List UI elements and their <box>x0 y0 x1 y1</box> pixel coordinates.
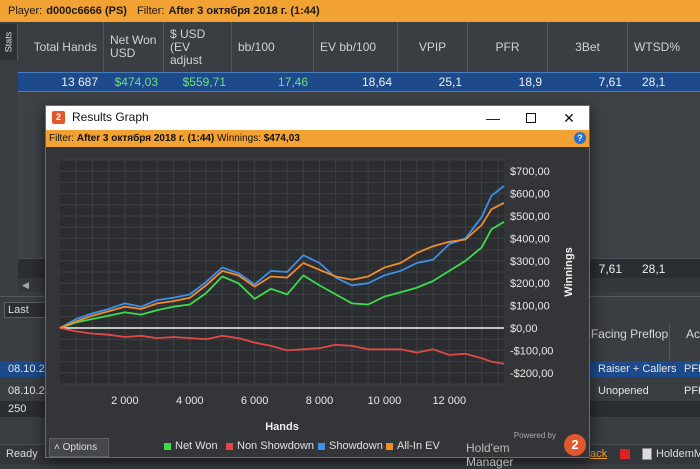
dialog-winnings-label: Winnings: <box>217 133 261 144</box>
vpip-value: 25,1 <box>438 75 462 89</box>
minimize-icon[interactable]: — <box>486 110 500 126</box>
col-header-total-hands[interactable]: Total Hands <box>18 22 104 72</box>
hm2-logo-icon: 2 <box>52 111 65 124</box>
hand-facing: Raiser + Callers <box>598 363 677 375</box>
options-button[interactable]: ˄ Options <box>49 438 109 457</box>
y-tick-label: -$200,00 <box>510 368 553 380</box>
stats-header-row: Total Hands Net Won USD $ USD (EV adjust… <box>18 22 700 72</box>
dialog-winnings-value: $474,03 <box>263 133 300 144</box>
dialog-filter-bar: Filter: After 3 октября 2018 г. (1:44) W… <box>46 130 589 147</box>
series-line-non-showdown <box>59 327 505 365</box>
col-header-facing-preflop[interactable]: Facing Preflop <box>590 324 670 360</box>
stats-tab-label: Stats <box>3 31 14 53</box>
col-header-ev-adjusted[interactable]: $ USD (EV adjust <box>164 22 232 72</box>
filter-value[interactable]: After 3 октября 2018 г. (1:44) <box>168 5 320 17</box>
x-tick-label: 12 000 <box>432 395 466 407</box>
hm2-brand: Powered by Hold'em Manager 2 <box>466 431 588 469</box>
3bet-value: 7,61 <box>598 75 622 89</box>
pfr-value: 18,9 <box>518 75 542 89</box>
filter-label: Filter: <box>136 5 165 17</box>
legend-swatch <box>386 442 393 450</box>
legend-swatch <box>164 442 171 450</box>
legend-net-won[interactable]: Net Won <box>164 440 218 452</box>
app-name[interactable]: HoldemM <box>656 448 700 460</box>
net-won-value: $474,03 <box>114 75 158 89</box>
hand-action: PFR <box>684 385 700 397</box>
powered-by-label: Powered by <box>513 431 556 440</box>
close-icon[interactable]: ✕ <box>563 109 575 126</box>
summary-wtsd-value: 28,1 <box>642 262 666 276</box>
legend-label: All-In EV <box>397 440 440 452</box>
col-header-ev-bb100[interactable]: EV bb/100 <box>314 22 398 72</box>
y-tick-label: -$100,00 <box>510 345 553 357</box>
y-tick-label: $200,00 <box>510 278 550 290</box>
y-tick-label: $300,00 <box>510 256 550 268</box>
brand-name: Hold'em Manager <box>466 441 514 469</box>
stats-side-tab[interactable]: Stats <box>0 24 18 60</box>
col-header-wtsd[interactable]: WTSD% <box>634 39 680 54</box>
x-tick-label: 4 000 <box>176 395 204 407</box>
hand-action: PFR <box>684 363 700 375</box>
y-tick-label: $700,00 <box>510 166 550 178</box>
help-icon[interactable]: ? <box>574 132 586 144</box>
legend-label: Showdown <box>329 440 383 452</box>
x-tick-label: 6 000 <box>241 395 269 407</box>
y-axis-label: Winnings <box>563 247 575 296</box>
col-header-pfr[interactable]: PFR <box>468 22 548 72</box>
results-graph-dialog: 2 Results Graph — ✕ Filter: After 3 октя… <box>45 105 590 469</box>
x-tick-label: 2 000 <box>111 395 139 407</box>
summary-3bet-value: 7,61 <box>598 262 622 276</box>
back-link[interactable]: ack <box>590 448 608 460</box>
col-header-net-won[interactable]: Net Won USD <box>104 22 164 72</box>
bb100-value: 17,46 <box>277 75 308 89</box>
y-tick-label: $500,00 <box>510 211 550 223</box>
player-label: Player: <box>8 5 43 17</box>
x-tick-label: 10 000 <box>368 395 402 407</box>
ev-bb100-value: 18,64 <box>361 75 392 89</box>
player-value[interactable]: d000c6666 (PS) <box>46 5 127 17</box>
player-bar: Player: d000c6666 (PS) Filter: After 3 о… <box>0 0 700 22</box>
total-hands-value: 13 687 <box>61 75 98 89</box>
legend-swatch <box>226 442 233 450</box>
dialog-filter-label: Filter: <box>49 133 74 144</box>
x-tick-label: 8 000 <box>306 395 334 407</box>
col-header-bb100[interactable]: bb/100 <box>232 22 314 72</box>
y-tick-label: $100,00 <box>510 301 550 313</box>
hm2-badge-icon: 2 <box>564 434 586 456</box>
hand-date: 08.10.2 <box>8 385 45 397</box>
series-line-all-in-ev <box>59 202 505 329</box>
options-label: Options <box>62 442 98 453</box>
x-axis-label: Hands <box>265 421 299 433</box>
dialog-title: Results Graph <box>72 110 149 124</box>
y-tick-label: $0,00 <box>510 323 538 335</box>
results-chart: -$200,00 -$100,00 $0,00 $100,00 $200,00 $300,… <box>59 159 575 433</box>
y-tick-label: $400,00 <box>510 233 550 245</box>
col-header-3bet[interactable]: 3Bet <box>548 22 628 72</box>
flag-icon[interactable] <box>620 449 630 459</box>
col-header-action[interactable]: Ac <box>686 327 700 341</box>
status-ready: Ready <box>6 448 38 460</box>
stats-data-row[interactable]: 13 687 $474,03 $559,71 17,46 18,64 25,1 … <box>18 72 700 92</box>
ev-adjusted-value: $559,71 <box>182 75 226 89</box>
wtsd-value: 28,1 <box>642 75 666 89</box>
maximize-icon[interactable] <box>512 106 550 130</box>
app-icon <box>642 448 652 460</box>
y-tick-label: $600,00 <box>510 189 550 201</box>
legend-swatch <box>318 442 325 450</box>
hand-date: 08.10.2 <box>8 363 45 375</box>
dialog-filter-value: After 3 октября 2018 г. (1:44) <box>76 133 215 144</box>
legend-label: Net Won <box>175 440 218 452</box>
series-line-net-won <box>59 221 505 329</box>
hand-facing: Unopened <box>598 385 649 397</box>
legend-label: Non Showdown <box>237 440 315 452</box>
legend-showdown[interactable]: Showdown <box>318 440 383 452</box>
dialog-titlebar[interactable]: 2 Results Graph — ✕ <box>46 106 589 130</box>
col-header-vpip[interactable]: VPIP <box>398 22 468 72</box>
legend-non-showdown[interactable]: Non Showdown <box>226 440 314 452</box>
last-hands-selector[interactable]: Last 250 <box>4 302 48 318</box>
legend-all-in-ev[interactable]: All-In EV <box>386 440 440 452</box>
series-line-showdown <box>59 185 505 329</box>
scroll-left-arrow-icon[interactable]: ◀ <box>22 280 29 290</box>
hand-count: 250 <box>8 403 27 415</box>
